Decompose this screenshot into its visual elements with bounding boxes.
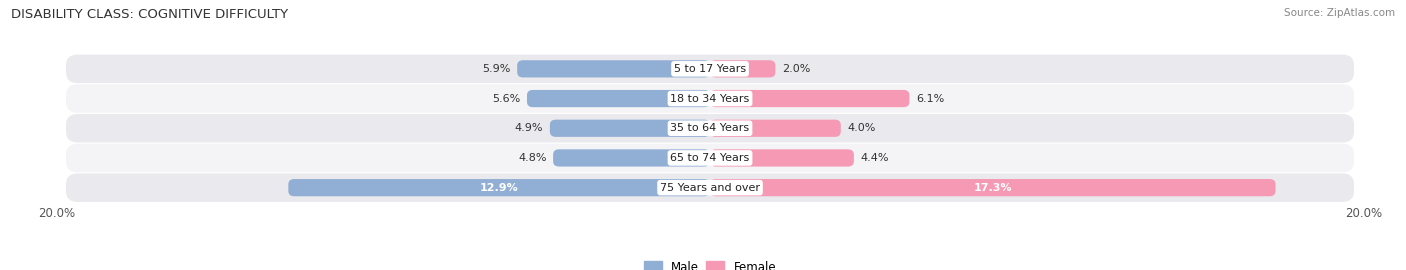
Text: 5.6%: 5.6% bbox=[492, 93, 520, 104]
Text: 65 to 74 Years: 65 to 74 Years bbox=[671, 153, 749, 163]
Text: 6.1%: 6.1% bbox=[915, 93, 945, 104]
Text: Source: ZipAtlas.com: Source: ZipAtlas.com bbox=[1284, 8, 1395, 18]
FancyBboxPatch shape bbox=[710, 60, 776, 77]
FancyBboxPatch shape bbox=[710, 149, 853, 167]
FancyBboxPatch shape bbox=[550, 120, 710, 137]
Legend: Male, Female: Male, Female bbox=[640, 256, 780, 270]
FancyBboxPatch shape bbox=[553, 149, 710, 167]
FancyBboxPatch shape bbox=[527, 90, 710, 107]
FancyBboxPatch shape bbox=[710, 90, 910, 107]
Text: 12.9%: 12.9% bbox=[479, 183, 519, 193]
FancyBboxPatch shape bbox=[66, 114, 1354, 143]
Text: 4.0%: 4.0% bbox=[848, 123, 876, 133]
Text: 18 to 34 Years: 18 to 34 Years bbox=[671, 93, 749, 104]
FancyBboxPatch shape bbox=[710, 120, 841, 137]
FancyBboxPatch shape bbox=[66, 173, 1354, 202]
Text: 4.4%: 4.4% bbox=[860, 153, 889, 163]
FancyBboxPatch shape bbox=[288, 179, 710, 196]
Text: 17.3%: 17.3% bbox=[973, 183, 1012, 193]
Text: 5.9%: 5.9% bbox=[482, 64, 510, 74]
FancyBboxPatch shape bbox=[517, 60, 710, 77]
Text: 2.0%: 2.0% bbox=[782, 64, 810, 74]
FancyBboxPatch shape bbox=[66, 84, 1354, 113]
Text: 4.8%: 4.8% bbox=[517, 153, 547, 163]
FancyBboxPatch shape bbox=[66, 144, 1354, 172]
FancyBboxPatch shape bbox=[66, 55, 1354, 83]
FancyBboxPatch shape bbox=[710, 179, 1275, 196]
Text: 75 Years and over: 75 Years and over bbox=[659, 183, 761, 193]
Text: 4.9%: 4.9% bbox=[515, 123, 543, 133]
Text: 35 to 64 Years: 35 to 64 Years bbox=[671, 123, 749, 133]
Text: DISABILITY CLASS: COGNITIVE DIFFICULTY: DISABILITY CLASS: COGNITIVE DIFFICULTY bbox=[11, 8, 288, 21]
Text: 5 to 17 Years: 5 to 17 Years bbox=[673, 64, 747, 74]
